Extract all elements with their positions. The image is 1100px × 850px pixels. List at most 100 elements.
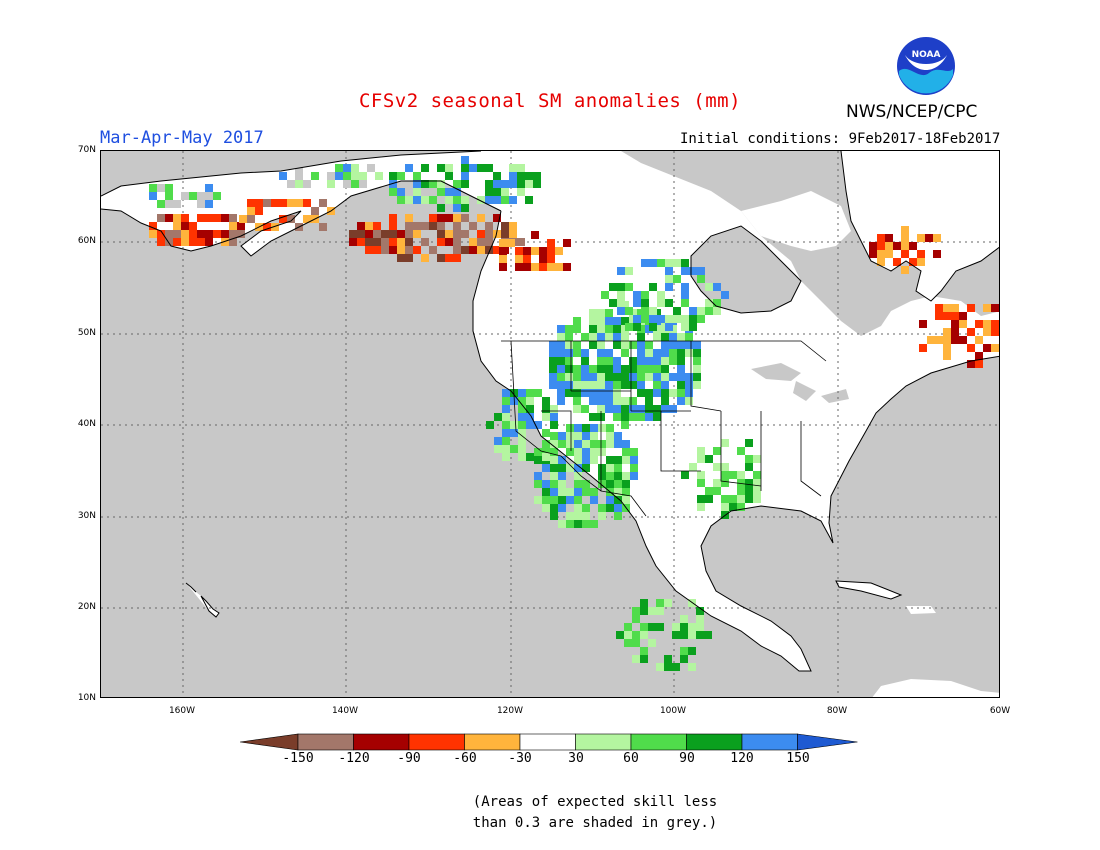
- anomaly-cell: [625, 283, 633, 291]
- anomaly-cell: [625, 307, 633, 315]
- anomaly-cell: [672, 631, 680, 639]
- anomaly-cell: [165, 184, 173, 192]
- anomaly-cell: [573, 397, 581, 405]
- anomaly-cell: [688, 663, 696, 671]
- anomaly-cell: [637, 349, 645, 357]
- anomaly-cell: [581, 333, 589, 341]
- anomaly-cell: [597, 357, 605, 365]
- anomaly-cell: [581, 389, 589, 397]
- anomaly-cell: [477, 230, 485, 238]
- anomaly-cell: [335, 164, 343, 172]
- anomaly-cell: [501, 196, 509, 204]
- anomaly-cell: [673, 259, 681, 267]
- anomaly-cell: [397, 230, 405, 238]
- anomaly-cell: [621, 333, 629, 341]
- anomaly-cell: [461, 164, 469, 172]
- anomaly-cell: [526, 397, 534, 405]
- anomaly-cell: [565, 365, 573, 373]
- anomaly-cell: [517, 172, 525, 180]
- colorbar-label: 120: [730, 751, 754, 766]
- anomaly-cell: [539, 255, 547, 263]
- anomaly-cell: [413, 230, 421, 238]
- anomaly-cell: [617, 291, 625, 299]
- anomaly-cell: [613, 357, 621, 365]
- anomaly-cell: [637, 405, 645, 413]
- anomaly-cell: [389, 188, 397, 196]
- anomaly-cell: [653, 381, 661, 389]
- anomaly-cell: [645, 389, 653, 397]
- anomaly-cell: [641, 315, 649, 323]
- anomaly-cell: [589, 381, 597, 389]
- anomaly-cell: [582, 512, 590, 520]
- anomaly-cell: [461, 196, 469, 204]
- anomaly-cell: [566, 440, 574, 448]
- anomaly-cell: [405, 238, 413, 246]
- anomaly-cell: [229, 214, 237, 222]
- anomaly-cell: [697, 267, 705, 275]
- anomaly-cell: [573, 389, 581, 397]
- anomaly-cell: [517, 180, 525, 188]
- anomaly-cell: [493, 246, 501, 254]
- anomaly-cell: [927, 336, 935, 344]
- anomaly-cell: [574, 448, 582, 456]
- anomaly-cell: [565, 349, 573, 357]
- anomaly-cell: [485, 164, 493, 172]
- anomaly-cell: [197, 238, 205, 246]
- colorbar-segment: [686, 733, 743, 751]
- anomaly-cell: [197, 214, 205, 222]
- anomaly-cell: [550, 405, 558, 413]
- anomaly-cell: [606, 472, 614, 480]
- anomaly-cell: [558, 440, 566, 448]
- anomaly-cell: [629, 373, 637, 381]
- noaa-logo-icon: NOAA: [897, 37, 955, 95]
- anomaly-cell: [566, 520, 574, 528]
- anomaly-cell: [518, 429, 526, 437]
- anomaly-cell: [653, 389, 661, 397]
- anomaly-cell: [621, 405, 629, 413]
- anomaly-cell: [157, 230, 165, 238]
- anomaly-cell: [605, 349, 613, 357]
- anomaly-cell: [421, 238, 429, 246]
- anomaly-cell: [613, 397, 621, 405]
- anomaly-cell: [605, 309, 613, 317]
- map-canvas: [101, 151, 999, 697]
- anomaly-cell: [621, 349, 629, 357]
- anomaly-cell: [581, 373, 589, 381]
- anomaly-cell: [640, 599, 648, 607]
- anomaly-cell: [705, 495, 713, 503]
- anomaly-cell: [574, 520, 582, 528]
- anomaly-cell: [205, 184, 213, 192]
- anomaly-cell: [661, 405, 669, 413]
- anomaly-cell: [445, 230, 453, 238]
- anomaly-cell: [613, 333, 621, 341]
- anomaly-cell: [189, 238, 197, 246]
- anomaly-cell: [558, 504, 566, 512]
- anomaly-cell: [453, 254, 461, 262]
- anomaly-cell: [991, 328, 999, 336]
- anomaly-cell: [713, 307, 721, 315]
- anomaly-cell: [951, 312, 959, 320]
- anomaly-cell: [753, 455, 761, 463]
- anomaly-cell: [696, 607, 704, 615]
- anomaly-cell: [502, 405, 510, 413]
- anomaly-cell: [558, 472, 566, 480]
- anomaly-cell: [617, 283, 625, 291]
- anomaly-cell: [421, 196, 429, 204]
- anomaly-cell: [589, 365, 597, 373]
- anomaly-cell: [598, 480, 606, 488]
- anomaly-cell: [613, 413, 621, 421]
- colorbar-label: 90: [679, 751, 695, 766]
- anomaly-cell: [149, 184, 157, 192]
- anomaly-cell: [213, 230, 221, 238]
- south-america-landmass: [872, 679, 999, 697]
- initial-conditions-label: Initial conditions: 9Feb2017-18Feb2017: [680, 131, 1001, 147]
- lon-label: 160W: [168, 706, 196, 716]
- anomaly-cell: [605, 365, 613, 373]
- anomaly-cell: [550, 456, 558, 464]
- anomaly-cell: [589, 397, 597, 405]
- anomaly-cell: [574, 440, 582, 448]
- anomaly-cell: [645, 349, 653, 357]
- anomaly-cell: [453, 238, 461, 246]
- anomaly-cell: [645, 413, 653, 421]
- anomaly-cell: [697, 315, 705, 323]
